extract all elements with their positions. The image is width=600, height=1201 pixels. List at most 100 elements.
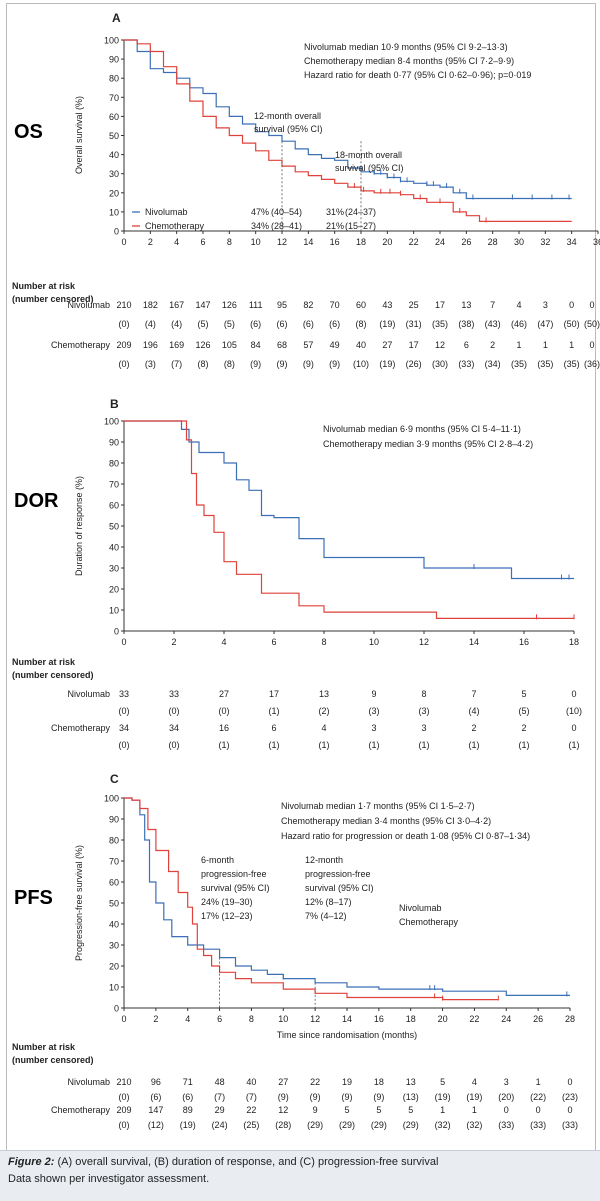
risk-censored: (13) bbox=[403, 1092, 419, 1102]
y-tick-label: 20 bbox=[109, 188, 119, 198]
y-tick-label: 90 bbox=[109, 438, 119, 448]
median-annotation: Chemotherapy median 8·4 months (95% CI 7… bbox=[304, 56, 514, 66]
x-tick-label: 8 bbox=[249, 1014, 254, 1024]
risk-count: 2 bbox=[471, 723, 476, 733]
risk-count: 96 bbox=[151, 1077, 161, 1087]
x-tick-label: 14 bbox=[342, 1014, 352, 1024]
risk-count: 40 bbox=[246, 1077, 256, 1087]
x-tick-label: 10 bbox=[251, 237, 261, 247]
risk-table-header: Number at risk bbox=[12, 657, 76, 667]
y-tick-label: 40 bbox=[109, 920, 119, 930]
x-tick-label: 12 bbox=[277, 237, 287, 247]
x-tick-label: 6 bbox=[271, 637, 276, 647]
risk-row-label: Nivolumab bbox=[67, 300, 110, 310]
y-tick-label: 50 bbox=[109, 131, 119, 141]
survival-estimate-ci: (28–41) bbox=[271, 221, 302, 231]
y-tick-label: 70 bbox=[109, 857, 119, 867]
risk-count: 3 bbox=[504, 1077, 509, 1087]
risk-count: 0 bbox=[571, 723, 576, 733]
risk-censored: (19) bbox=[466, 1092, 482, 1102]
y-tick-label: 100 bbox=[104, 794, 119, 804]
callout-12m: 7% (4–12) bbox=[305, 911, 347, 921]
x-tick-label: 10 bbox=[369, 637, 379, 647]
risk-count: 2 bbox=[521, 723, 526, 733]
risk-count: 0 bbox=[536, 1105, 541, 1115]
x-tick-label: 4 bbox=[221, 637, 226, 647]
risk-censored: (24) bbox=[212, 1120, 228, 1130]
risk-count: 12 bbox=[278, 1105, 288, 1115]
y-tick-label: 100 bbox=[104, 417, 119, 427]
risk-censored: (3) bbox=[419, 706, 430, 716]
panel-letter: B bbox=[110, 397, 119, 411]
callout-12m: survival (95% CI) bbox=[254, 124, 323, 134]
x-tick-label: 0 bbox=[121, 637, 126, 647]
km-curve-nivolumab bbox=[124, 420, 574, 580]
y-tick-label: 60 bbox=[109, 878, 119, 888]
x-tick-label: 4 bbox=[185, 1014, 190, 1024]
risk-censored: (28) bbox=[275, 1120, 291, 1130]
x-tick-label: 2 bbox=[148, 237, 153, 247]
risk-censored: (0) bbox=[119, 1092, 130, 1102]
risk-count: 105 bbox=[222, 340, 237, 350]
y-tick-label: 40 bbox=[109, 150, 119, 160]
risk-count: 126 bbox=[222, 300, 237, 310]
y-tick-label: 50 bbox=[109, 899, 119, 909]
risk-censored: (7) bbox=[171, 359, 182, 369]
panel-side-label: OS bbox=[14, 121, 43, 143]
y-tick-label: 80 bbox=[109, 459, 119, 469]
risk-censored: (6) bbox=[182, 1092, 193, 1102]
risk-count: 60 bbox=[356, 300, 366, 310]
x-tick-label: 10 bbox=[278, 1014, 288, 1024]
risk-table-header: (number censored) bbox=[12, 670, 94, 680]
risk-count: 0 bbox=[571, 689, 576, 699]
x-tick-label: 32 bbox=[540, 237, 550, 247]
risk-count: 1 bbox=[516, 340, 521, 350]
risk-censored: (32) bbox=[466, 1120, 482, 1130]
risk-count: 210 bbox=[116, 300, 131, 310]
risk-count: 57 bbox=[303, 340, 313, 350]
risk-censored: (1) bbox=[419, 740, 430, 750]
risk-table-header: (number censored) bbox=[12, 294, 94, 304]
risk-count: 0 bbox=[589, 300, 594, 310]
y-tick-label: 0 bbox=[114, 1004, 119, 1014]
x-tick-label: 2 bbox=[171, 637, 176, 647]
risk-censored: (46) bbox=[511, 319, 527, 329]
risk-count: 5 bbox=[376, 1105, 381, 1115]
risk-count: 0 bbox=[589, 340, 594, 350]
risk-censored: (3) bbox=[369, 706, 380, 716]
x-tick-label: 6 bbox=[200, 237, 205, 247]
risk-row-label: Nivolumab bbox=[67, 689, 110, 699]
median-annotation: Hazard ratio for progression or death 1·… bbox=[281, 831, 530, 841]
callout-6m: 17% (12–23) bbox=[201, 911, 253, 921]
risk-count: 49 bbox=[330, 340, 340, 350]
risk-count: 1 bbox=[440, 1105, 445, 1115]
risk-censored: (33) bbox=[562, 1120, 578, 1130]
figure-frame bbox=[6, 3, 596, 1151]
x-tick-label: 26 bbox=[461, 237, 471, 247]
risk-count: 9 bbox=[313, 1105, 318, 1115]
x-tick-label: 16 bbox=[374, 1014, 384, 1024]
risk-censored: (20) bbox=[498, 1092, 514, 1102]
risk-count: 111 bbox=[249, 300, 263, 310]
km-curve-chemotherapy bbox=[124, 39, 572, 222]
x-tick-label: 6 bbox=[217, 1014, 222, 1024]
risk-count: 33 bbox=[119, 689, 129, 699]
median-annotation: Hazard ratio for death 0·77 (95% CI 0·62… bbox=[304, 70, 531, 80]
figure-caption-text: (A) overall survival, (B) duration of re… bbox=[57, 1156, 439, 1168]
risk-censored: (50) bbox=[564, 319, 580, 329]
risk-censored: (12) bbox=[148, 1120, 164, 1130]
survival-estimate-ci: (15–27) bbox=[345, 221, 376, 231]
risk-censored: (32) bbox=[435, 1120, 451, 1130]
risk-censored: (1) bbox=[269, 706, 280, 716]
risk-censored: (29) bbox=[339, 1120, 355, 1130]
risk-censored: (1) bbox=[369, 740, 380, 750]
median-annotation: Chemotherapy median 3·4 months (95% CI 3… bbox=[281, 816, 491, 826]
risk-count: 22 bbox=[310, 1077, 320, 1087]
survival-estimate-ci: (40–54) bbox=[271, 207, 302, 217]
y-tick-label: 70 bbox=[109, 480, 119, 490]
risk-censored: (9) bbox=[329, 359, 340, 369]
risk-censored: (35) bbox=[432, 319, 448, 329]
risk-censored: (43) bbox=[485, 319, 501, 329]
y-axis-label: Overall survival (%) bbox=[74, 96, 84, 174]
y-tick-label: 100 bbox=[104, 36, 119, 46]
